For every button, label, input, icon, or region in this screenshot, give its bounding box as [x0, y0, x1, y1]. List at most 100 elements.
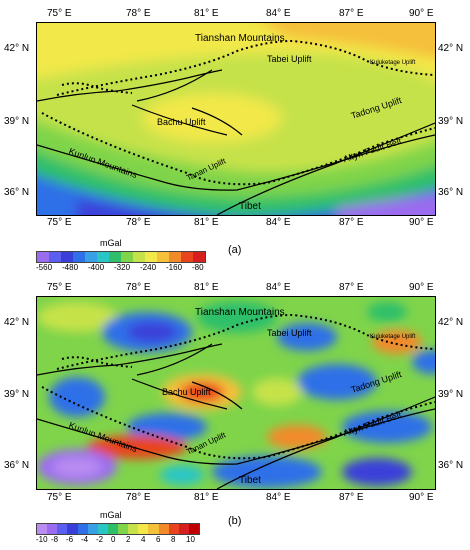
- colorbar-swatch: [87, 524, 98, 534]
- residual-anomaly-field-b: [37, 297, 435, 489]
- colorbar-tick-label: 2: [126, 535, 131, 544]
- colorbar-swatch: [157, 252, 169, 262]
- colorbar-tick-label: 0: [111, 535, 116, 544]
- label-tabei: Tabei Uplift: [267, 328, 312, 338]
- colorbar-swatch: [77, 524, 88, 534]
- lat-tick-left: 42° N: [4, 43, 30, 54]
- colorbar-swatch: [145, 252, 157, 262]
- colorbar-swatch: [49, 252, 61, 262]
- colorbar-swatch: [37, 524, 48, 534]
- colorbar-swatch: [181, 252, 193, 262]
- colorbar-swatch: [128, 524, 139, 534]
- colorbar-b: [36, 523, 200, 535]
- colorbar-swatch: [109, 252, 121, 262]
- lat-tick-right: 39° N: [438, 389, 464, 400]
- colorbar-tick-label: 10: [186, 535, 195, 544]
- colorbar-tick-label: -80: [192, 263, 204, 272]
- lat-tick-right: 42° N: [438, 317, 464, 328]
- label-kuluketage: Kuluketage Uplift: [370, 60, 416, 66]
- label-tibet: Tibet: [239, 475, 261, 486]
- lat-tick-left: 36° N: [4, 460, 30, 471]
- colorbar-swatch: [47, 524, 58, 534]
- colorbar-tick-label: -480: [62, 263, 79, 272]
- colorbar-tick-label: 4: [141, 535, 146, 544]
- lon-tick-top: 78° E: [126, 282, 151, 293]
- colorbar-swatch: [37, 252, 49, 262]
- colorbar-tick-label: 8: [171, 535, 176, 544]
- lon-tick-top: 78° E: [126, 8, 151, 19]
- colorbar-swatch: [118, 524, 129, 534]
- lon-tick-top: 84° E: [266, 282, 291, 293]
- colorbar-tick-label: -320: [114, 263, 131, 272]
- panel-a: 75° E 78° E 81° E 84° E 87° E 90° E 42° …: [0, 0, 470, 272]
- lat-tick-left: 39° N: [4, 116, 30, 127]
- colorbar-tick-label: -560: [36, 263, 53, 272]
- colorbar-swatch: [107, 524, 118, 534]
- colorbar-swatch: [121, 252, 133, 262]
- colorbar-b-unit: mGal: [100, 510, 122, 520]
- label-kuluketage: Kuluketage Uplift: [370, 334, 416, 340]
- lon-tick-top: 90° E: [409, 8, 434, 19]
- colorbar-swatch: [97, 252, 109, 262]
- colorbar-swatch: [133, 252, 145, 262]
- lat-tick-right: 36° N: [438, 460, 464, 471]
- label-tianshan: Tianshan Mountains: [195, 307, 285, 318]
- lat-tick-left: 42° N: [4, 317, 30, 328]
- lon-tick-bottom: 90° E: [409, 492, 434, 503]
- label-bachu: Bachu Uplift: [162, 387, 211, 397]
- lon-tick-bottom: 87° E: [339, 217, 364, 228]
- lon-tick-bottom: 75° E: [47, 492, 72, 503]
- lon-tick-bottom: 84° E: [266, 492, 291, 503]
- colorbar-tick-label: -240: [140, 263, 157, 272]
- caption-b: (b): [228, 515, 242, 527]
- label-tabei: Tabei Uplift: [267, 54, 312, 64]
- lon-tick-bottom: 84° E: [266, 217, 291, 228]
- colorbar-tick-label: -160: [166, 263, 183, 272]
- colorbar-swatch: [138, 524, 149, 534]
- lat-tick-right: 39° N: [438, 116, 464, 127]
- lat-tick-right: 36° N: [438, 187, 464, 198]
- lon-tick-bottom: 78° E: [126, 217, 151, 228]
- lon-tick-top: 84° E: [266, 8, 291, 19]
- label-bachu: Bachu Uplift: [157, 117, 206, 127]
- gravity-anomaly-field-a: [37, 23, 435, 215]
- lon-tick-top: 87° E: [339, 282, 364, 293]
- caption-a: (a): [228, 244, 242, 256]
- lon-tick-top: 75° E: [47, 8, 72, 19]
- colorbar-tick-label: -400: [88, 263, 105, 272]
- lon-tick-bottom: 81° E: [194, 492, 219, 503]
- colorbar-swatch: [148, 524, 159, 534]
- lon-tick-top: 75° E: [47, 282, 72, 293]
- colorbar-tick-label: -4: [81, 535, 89, 544]
- colorbar-swatch: [193, 252, 205, 262]
- lon-tick-bottom: 87° E: [339, 492, 364, 503]
- colorbar-tick-label: -6: [66, 535, 74, 544]
- colorbar-swatch: [57, 524, 68, 534]
- gravity-map-b: Tianshan Mountains Tabei Uplift Kuluketa…: [36, 296, 436, 490]
- colorbar-swatch: [61, 252, 73, 262]
- colorbar-swatch: [73, 252, 85, 262]
- lon-tick-top: 90° E: [409, 282, 434, 293]
- lat-tick-left: 36° N: [4, 187, 30, 198]
- colorbar-tick-label: 6: [156, 535, 161, 544]
- colorbar-tick-label: -2: [96, 535, 104, 544]
- lon-tick-top: 81° E: [194, 8, 219, 19]
- colorbar-swatch: [188, 524, 199, 534]
- lat-tick-right: 42° N: [438, 43, 464, 54]
- colorbar-a-unit: mGal: [100, 238, 122, 248]
- lon-tick-top: 87° E: [339, 8, 364, 19]
- lon-tick-bottom: 75° E: [47, 217, 72, 228]
- label-tianshan: Tianshan Mountains: [195, 33, 285, 44]
- lon-tick-bottom: 78° E: [126, 492, 151, 503]
- colorbar-swatch: [158, 524, 169, 534]
- colorbar-swatch: [67, 524, 78, 534]
- label-tibet: Tibet: [239, 201, 261, 212]
- colorbar-a: [36, 251, 206, 263]
- lon-tick-bottom: 90° E: [409, 217, 434, 228]
- colorbar-swatch: [178, 524, 189, 534]
- colorbar-swatch: [169, 252, 181, 262]
- colorbar-swatch: [168, 524, 179, 534]
- colorbar-swatch: [85, 252, 97, 262]
- lat-tick-left: 39° N: [4, 389, 30, 400]
- colorbar-tick-label: -8: [51, 535, 59, 544]
